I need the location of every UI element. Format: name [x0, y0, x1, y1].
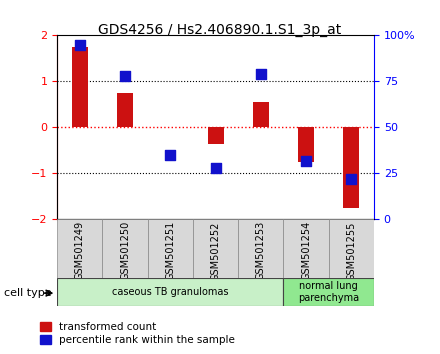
FancyBboxPatch shape	[193, 219, 238, 278]
Point	[121, 73, 128, 79]
FancyBboxPatch shape	[57, 219, 103, 278]
Point	[303, 158, 310, 164]
Bar	[72, 47, 88, 127]
Point	[348, 176, 355, 182]
FancyBboxPatch shape	[329, 219, 374, 278]
FancyBboxPatch shape	[283, 219, 329, 278]
Bar	[162, 126, 178, 127]
FancyBboxPatch shape	[148, 219, 193, 278]
FancyBboxPatch shape	[238, 219, 283, 278]
Text: GSM501252: GSM501252	[211, 221, 220, 281]
FancyBboxPatch shape	[283, 278, 374, 306]
Text: GSM501251: GSM501251	[165, 221, 176, 280]
Point	[167, 152, 174, 158]
Text: normal lung
parenchyma: normal lung parenchyma	[298, 281, 359, 303]
FancyBboxPatch shape	[57, 278, 283, 306]
Text: GSM501254: GSM501254	[301, 221, 311, 280]
Text: cell type: cell type	[4, 288, 52, 298]
Text: caseous TB granulomas: caseous TB granulomas	[112, 287, 229, 297]
Bar	[208, 127, 224, 144]
Legend: transformed count, percentile rank within the sample: transformed count, percentile rank withi…	[40, 322, 235, 345]
Text: GDS4256 / Hs2.406890.1.S1_3p_at: GDS4256 / Hs2.406890.1.S1_3p_at	[99, 23, 341, 37]
Point	[257, 71, 264, 77]
Bar	[298, 127, 314, 162]
Text: GSM501249: GSM501249	[75, 221, 85, 280]
Bar	[253, 102, 269, 127]
Text: GSM501255: GSM501255	[346, 221, 356, 281]
Text: GSM501250: GSM501250	[120, 221, 130, 280]
Bar	[117, 93, 133, 127]
Point	[76, 42, 83, 47]
Point	[212, 165, 219, 171]
Text: GSM501253: GSM501253	[256, 221, 266, 280]
Bar	[344, 127, 359, 208]
FancyBboxPatch shape	[103, 219, 148, 278]
